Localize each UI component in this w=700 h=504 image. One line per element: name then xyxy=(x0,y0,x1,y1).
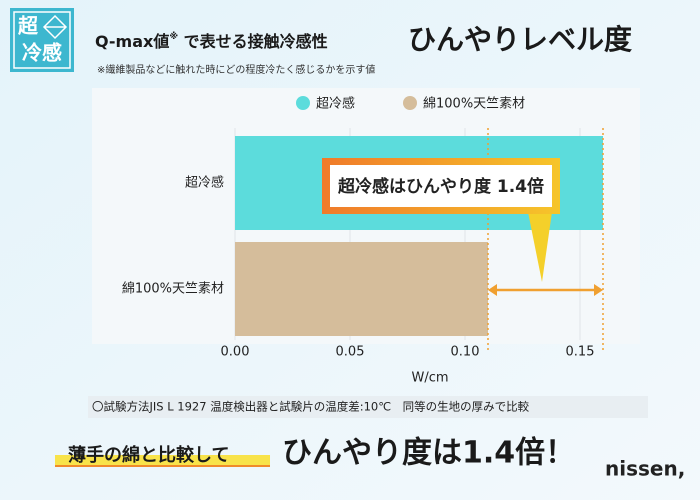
test-note: 〇試験方法JIS L 1927 温度検出器と試験片の温度差:10℃ 同等の生地の… xyxy=(92,400,530,414)
callout-box xyxy=(330,165,552,207)
logo-text: 超 xyxy=(17,14,39,38)
x-tick-label: 0.05 xyxy=(336,345,365,360)
logo-frame xyxy=(13,11,71,69)
y-tick-label: 綿100%天竺素材 xyxy=(122,282,224,297)
y-tick-label: 超冷感 xyxy=(185,175,224,191)
legend-label: 綿100%天竺素材 xyxy=(423,97,525,112)
legend-swatch xyxy=(296,96,310,110)
footer-main: ひんやり度は1.4倍！ xyxy=(282,436,575,471)
legend-swatch xyxy=(403,96,417,110)
logo-text: 冷感 xyxy=(22,41,62,65)
x-axis-label: W/cm xyxy=(411,371,448,386)
x-tick-label: 0.10 xyxy=(451,345,480,360)
title-mark: ※ xyxy=(169,31,178,42)
footer-lead: 薄手の綿と比較して xyxy=(68,444,229,466)
header-note: ※繊維製品などに触れた時にどの程度冷たく感じるかを示す値 xyxy=(97,63,375,76)
logo-diamond xyxy=(42,14,68,40)
title: Q-max値※ で表せる接触冷感性 xyxy=(95,31,328,51)
title-prefix: Q-max値 xyxy=(95,32,169,51)
callout-pointer xyxy=(528,212,552,282)
title-main: ひんやりレベル度 xyxy=(408,23,632,56)
brand: nissen, xyxy=(605,457,685,481)
logo-box xyxy=(10,8,74,72)
title-suffix: で表せる接触冷感性 xyxy=(178,32,328,51)
test-note-box xyxy=(88,396,648,418)
highlight xyxy=(55,455,270,465)
x-tick-label: 0.15 xyxy=(566,345,595,360)
legend-label: 超冷感 xyxy=(316,96,355,112)
annotation: 超冷感はひんやり度 1.4倍 xyxy=(338,176,544,197)
bar xyxy=(235,242,488,336)
x-tick-label: 0.00 xyxy=(221,345,250,360)
